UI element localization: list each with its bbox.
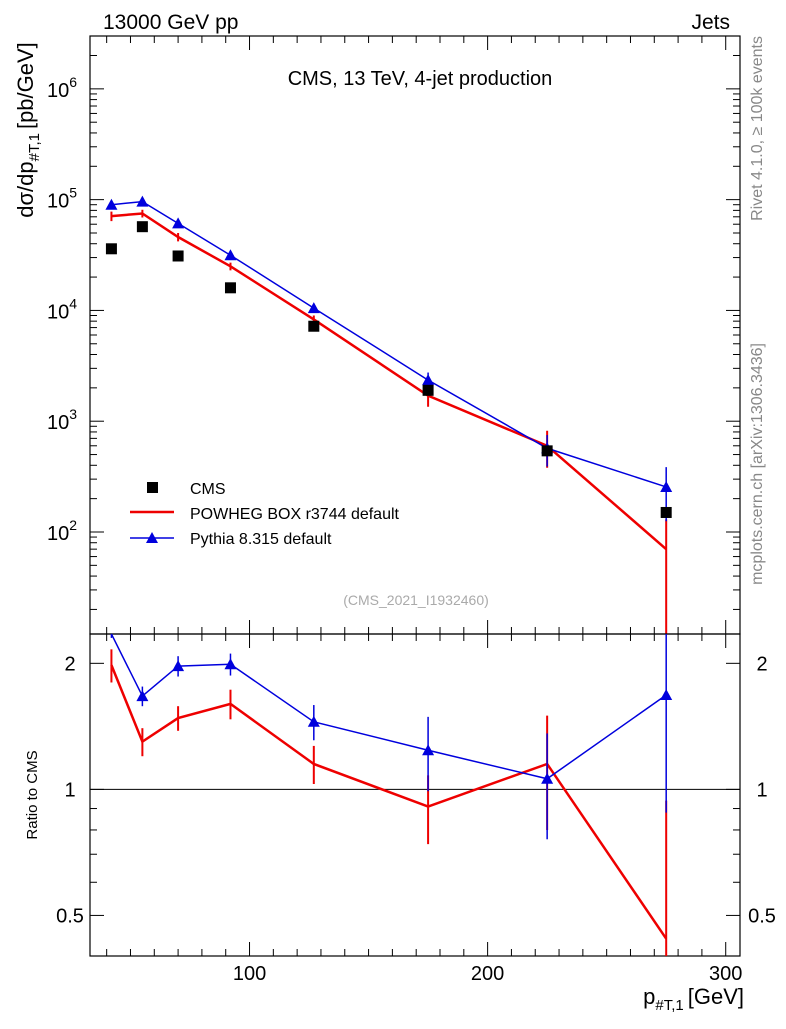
ratio-ticks: [90, 662, 740, 957]
main-ytick-label: 102: [47, 517, 77, 545]
main-ytick-label: 106: [47, 74, 77, 102]
cms-data-point: [660, 506, 672, 518]
cms-data-point: [308, 320, 320, 332]
ratio-ytick-label-right: 2: [756, 653, 767, 675]
main-ytick-label: 105: [47, 185, 77, 213]
ratio-series: [110, 633, 673, 956]
xtick-label: 100: [233, 963, 266, 985]
ratio-ytick-label-left: 2: [64, 653, 75, 675]
main-watermark: (CMS_2021_I1932460): [343, 592, 489, 608]
main-ylabel: dσ/dp#T,1 [pb/GeV]: [13, 42, 43, 218]
main-panel: CMS, 13 TeV, 4-jet production (CMS_2021_…: [13, 35, 741, 956]
ytick-base: 10: [47, 412, 69, 434]
legend-marker-pythia: [146, 532, 158, 543]
ratio-pythia-point: [541, 772, 554, 784]
ratio-pythia-point: [660, 689, 673, 701]
ratio-ytick-label-right: 1: [756, 779, 767, 801]
side-version: Rivet 4.1.0, ≥ 100k events: [749, 36, 766, 221]
main-ylabel-unit: [pb/GeV]: [13, 42, 38, 129]
pythia-point: [136, 195, 149, 207]
main-title: CMS, 13 TeV, 4-jet production: [288, 68, 553, 90]
ratio-xlabel-unit: [GeV]: [688, 984, 744, 1009]
main-ticks: [90, 35, 740, 956]
ratio-xlabel-subscript: #T,1: [655, 997, 683, 1014]
main-ytick-label: 104: [47, 295, 77, 323]
xtick-label: 300: [709, 963, 742, 985]
main-frame: [89, 35, 741, 635]
ytick-exponent: 3: [69, 406, 77, 422]
main-ytick-label: 103: [47, 406, 77, 434]
pythia-point: [307, 302, 320, 314]
ytick-exponent: 6: [69, 74, 77, 90]
ratio-ytick-label-left: 1: [64, 779, 75, 801]
ratio-xlabel-text: p: [643, 984, 655, 1009]
main-ylabel-text: dσ/dp: [13, 161, 38, 217]
powheg-line: [111, 212, 668, 551]
ytick-base: 10: [47, 80, 69, 102]
ytick-exponent: 4: [69, 295, 77, 311]
legend-label-powheg: POWHEG BOX r3744 default: [190, 506, 400, 523]
header-observable: Jets: [691, 11, 730, 34]
cms-data-point: [172, 250, 184, 262]
side-source: mcplots.cern.ch [arXiv:1306.3436]: [749, 343, 766, 585]
ratio-pythia-point: [224, 658, 237, 670]
ratio-xlabel: p#T,1 [GeV]: [643, 984, 744, 1014]
ytick-base: 10: [47, 523, 69, 545]
pythia-point: [224, 249, 237, 261]
ratio-powheg-line: [110, 664, 668, 940]
ratio-pythia-line: [110, 633, 667, 780]
ratio-pythia-point: [136, 690, 149, 702]
cms-data-point: [541, 445, 553, 457]
ytick-exponent: 5: [69, 185, 77, 201]
cms-data-point: [224, 282, 236, 294]
ytick-base: 10: [47, 301, 69, 323]
ytick-exponent: 2: [69, 517, 77, 533]
ratio-ytick-label-left: 0.5: [56, 905, 84, 927]
cms-data-point: [422, 384, 434, 396]
cms-data-point: [105, 243, 117, 255]
ratio-pythia-point: [307, 715, 320, 727]
pythia-line: [111, 200, 667, 488]
ratio-panel: Ratio to CMS 0.5 0.5 1 1 2 2 100 200 300 p#T,1 [G…: [24, 633, 776, 1014]
pythia-point: [422, 374, 435, 386]
ratio-tick-labels: 0.5 0.5 1 1 2 2 100 200 300: [56, 653, 776, 985]
pythia-point: [105, 198, 118, 210]
pythia-point: [172, 217, 185, 229]
ratio-ylabel: Ratio to CMS: [24, 750, 41, 839]
main-ylabel-subscript: #T,1: [26, 133, 43, 161]
legend-label-cms: CMS: [190, 481, 226, 498]
cms-data-point: [136, 221, 148, 233]
ytick-base: 10: [47, 191, 69, 213]
legend: CMS POWHEG BOX r3744 default Pythia 8.31…: [130, 481, 400, 548]
pythia-point: [660, 480, 673, 492]
legend-label-pythia: Pythia 8.315 default: [190, 531, 332, 548]
ratio-ytick-label-right: 0.5: [748, 905, 776, 927]
xtick-label: 200: [471, 963, 504, 985]
ratio-pythia-point: [172, 660, 185, 672]
main-series: [105, 195, 673, 634]
ratio-pythia-point: [422, 744, 435, 756]
ratio-frame: [89, 633, 741, 957]
header-process: 13000 GeV pp: [103, 11, 238, 34]
legend-marker-cms: [147, 482, 158, 493]
